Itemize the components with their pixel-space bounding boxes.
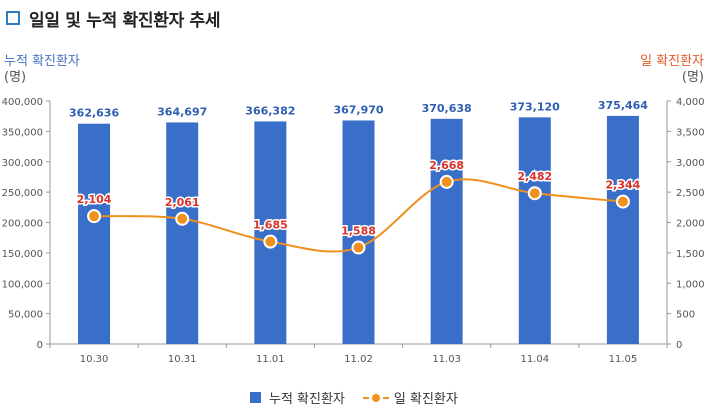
- daily-point: [87, 209, 102, 224]
- right-tick-label: 2,500: [676, 188, 705, 199]
- x-tick-label: 10.31: [168, 354, 197, 365]
- left-tick-label: 0: [37, 340, 43, 351]
- right-tick-label: 1,500: [676, 249, 705, 260]
- daily-value-label: 2,104: [77, 193, 112, 206]
- x-tick-label: 10.30: [80, 354, 109, 365]
- left-tick-label: 50,000: [8, 310, 43, 321]
- left-axis-title: 누적 확진환자: [4, 54, 80, 69]
- x-tick-label: 11.03: [432, 354, 461, 365]
- bar-cumulative: [254, 121, 287, 344]
- bar-value-label: 375,464: [598, 99, 648, 112]
- combo-chart: 0 50,000 100,000 150,000 200,000 250,000 300,0…: [2, 97, 705, 365]
- daily-value-label: 2,344: [606, 179, 641, 192]
- chart-legend: 누적 확진환자 일 확진환자: [250, 388, 476, 407]
- daily-point: [615, 194, 630, 209]
- left-tick-label: 350,000: [2, 127, 43, 138]
- bar-cumulative: [518, 117, 551, 345]
- left-tick-label: 200,000: [2, 219, 43, 230]
- daily-point: [527, 186, 542, 201]
- daily-point: [351, 240, 366, 255]
- bar-cumulative: [606, 115, 639, 345]
- bar-cumulative: [78, 123, 111, 344]
- daily-point: [175, 211, 190, 226]
- daily-value-label: 2,482: [517, 170, 552, 183]
- x-tick-label: 11.04: [520, 354, 549, 365]
- bar-value-label: 373,120: [510, 100, 560, 113]
- right-tick-label: 4,000: [676, 97, 705, 108]
- bar-value-label: 367,970: [333, 103, 383, 116]
- legend-item-daily: 일 확진환자: [362, 388, 458, 407]
- bar-value-label: 366,382: [245, 104, 295, 117]
- bar-value-label: 370,638: [422, 102, 472, 115]
- right-tick-label: 500: [676, 310, 695, 321]
- left-tick-label: 150,000: [2, 249, 43, 260]
- legend-item-cumulative: 누적 확진환자: [250, 388, 345, 407]
- bar-cumulative: [342, 120, 375, 344]
- bar-cumulative: [430, 118, 463, 344]
- bar-cumulative: [166, 122, 199, 345]
- right-tick-label: 0: [676, 340, 682, 351]
- chart-title: 일일 및 누적 확진환자 추세: [29, 10, 221, 31]
- right-axis-unit: (명): [681, 70, 704, 85]
- square-bullet-icon: [6, 11, 20, 25]
- bar-value-label: 364,697: [157, 105, 207, 118]
- legend-label-daily: 일 확진환자: [393, 392, 458, 407]
- legend-bar-swatch: [250, 392, 261, 403]
- chart-title-row: 일일 및 누적 확진환자 추세: [6, 5, 221, 31]
- x-tick-label: 11.01: [256, 354, 285, 365]
- left-axis-unit: (명): [4, 70, 27, 85]
- left-tick-label: 400,000: [2, 97, 43, 108]
- right-axis-title: 일 확진환자: [640, 54, 704, 69]
- daily-value-label: 1,588: [341, 225, 376, 238]
- x-tick-label: 11.02: [344, 354, 373, 365]
- left-tick-label: 100,000: [2, 279, 43, 290]
- daily-point: [263, 234, 278, 249]
- left-tick-label: 250,000: [2, 188, 43, 199]
- right-tick-label: 1,000: [676, 279, 705, 290]
- x-tick-label: 11.05: [609, 354, 638, 365]
- bar-value-label: 362,636: [69, 107, 119, 120]
- daily-value-label: 2,668: [429, 159, 464, 172]
- legend-label-cumulative: 누적 확진환자: [269, 392, 345, 407]
- daily-value-label: 1,685: [253, 219, 288, 232]
- right-tick-label: 2,000: [676, 219, 705, 230]
- right-tick-label: 3,000: [676, 158, 705, 169]
- daily-value-label: 2,061: [165, 196, 200, 209]
- right-tick-label: 3,500: [676, 127, 705, 138]
- daily-point: [439, 174, 454, 189]
- legend-line-swatch: [362, 392, 389, 404]
- left-tick-label: 300,000: [2, 158, 43, 169]
